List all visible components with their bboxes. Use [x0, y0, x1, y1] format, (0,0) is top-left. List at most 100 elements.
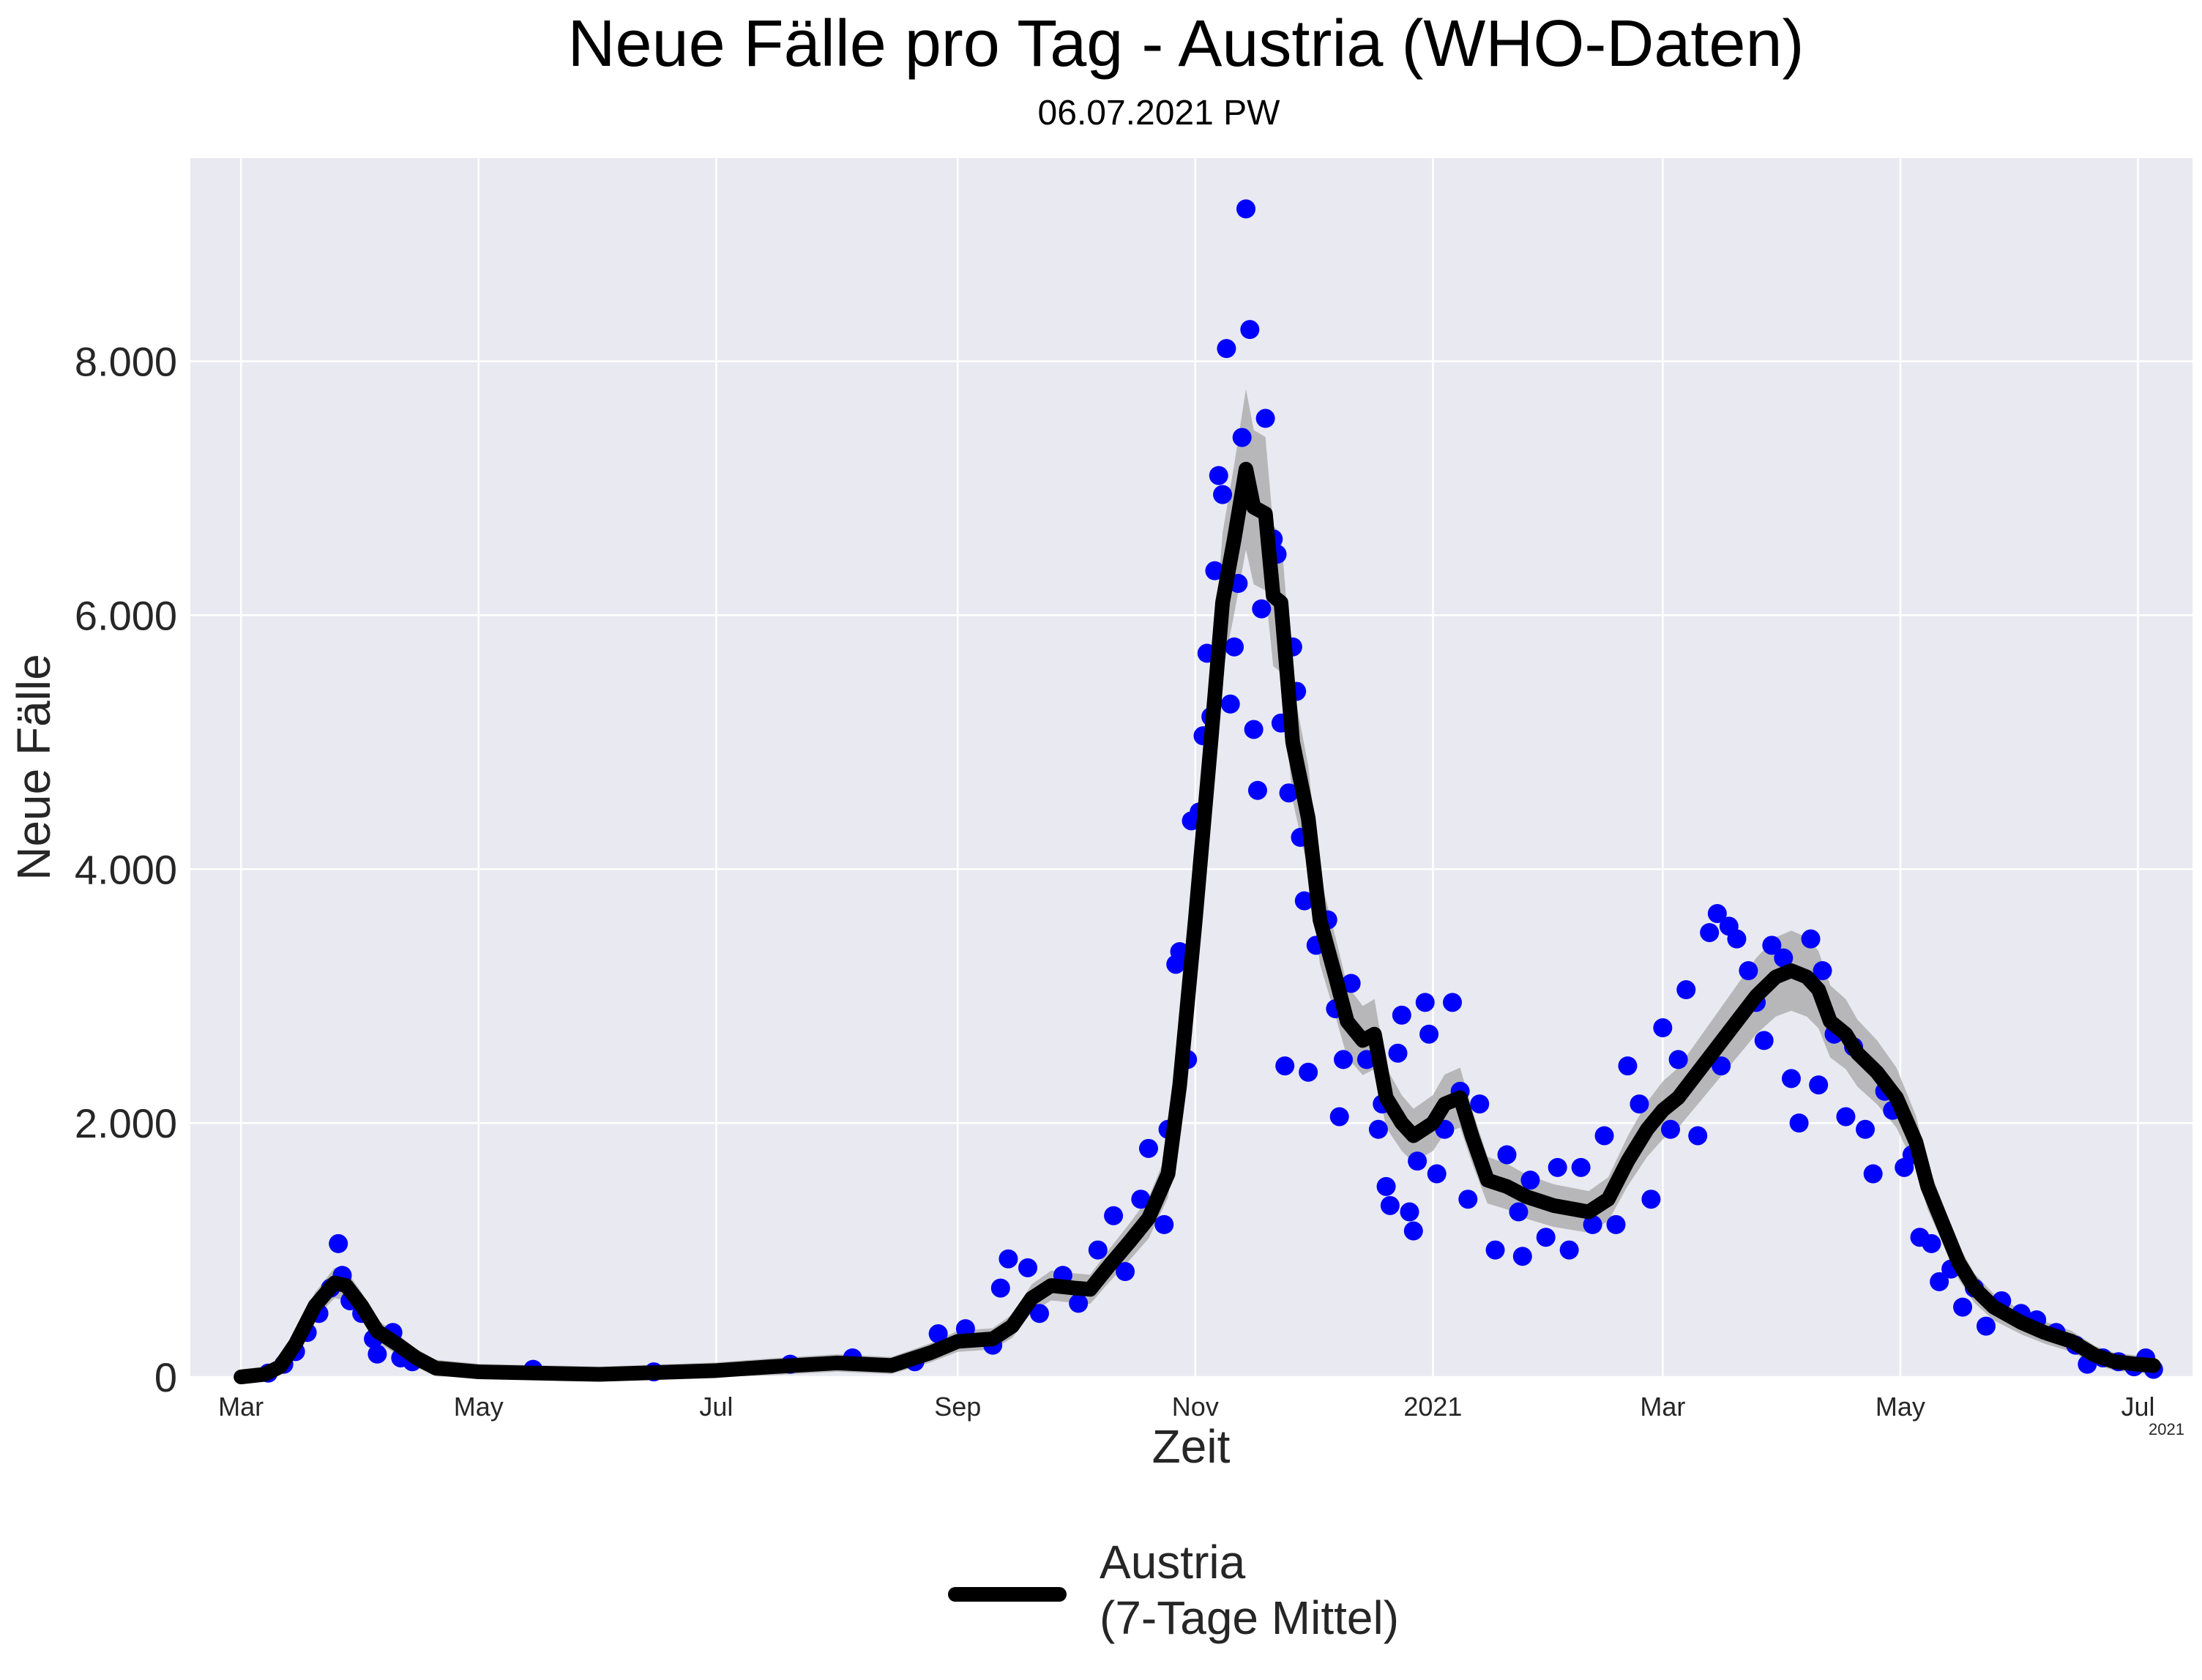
data-point — [1754, 1031, 1774, 1050]
data-point — [1244, 720, 1264, 739]
data-point — [1930, 1272, 1949, 1291]
chart-subtitle: 06.07.2021 PW — [1038, 94, 1281, 132]
data-point — [1594, 1126, 1614, 1146]
data-point — [1232, 428, 1252, 447]
x-offset-label: 2021 — [2149, 1420, 2184, 1438]
data-point — [1205, 561, 1225, 580]
data-point — [1676, 980, 1696, 1000]
x-tick-label: Nov — [1172, 1392, 1219, 1422]
data-point — [1571, 1157, 1591, 1177]
data-point — [1275, 1056, 1295, 1076]
data-point — [1520, 1171, 1540, 1190]
plot-area — [190, 158, 2192, 1377]
data-point — [1018, 1258, 1038, 1277]
x-tick-label: Mar — [218, 1392, 264, 1422]
data-point — [1606, 1214, 1626, 1234]
data-point — [1294, 891, 1314, 911]
data-point — [1707, 903, 1727, 923]
data-point — [1618, 1056, 1638, 1076]
data-point — [1341, 974, 1361, 993]
data-point — [1380, 1195, 1400, 1215]
y-tick-label: 4.000 — [75, 846, 177, 892]
data-point — [1509, 1202, 1529, 1222]
data-point — [1240, 320, 1260, 340]
data-point — [1789, 1113, 1809, 1133]
data-point — [1470, 1094, 1490, 1114]
data-point — [1069, 1293, 1089, 1313]
data-point — [1255, 408, 1275, 428]
data-point — [1727, 929, 1747, 949]
data-point — [1641, 1190, 1661, 1209]
data-point — [1739, 961, 1758, 980]
data-point — [1388, 1043, 1408, 1063]
data-point — [1415, 993, 1435, 1012]
data-point — [1781, 1069, 1801, 1089]
data-point — [1029, 1304, 1049, 1324]
x-tick-label: May — [454, 1392, 504, 1422]
y-axis-label: Neue Fälle — [7, 654, 60, 881]
data-point — [1774, 948, 1794, 968]
data-point — [1856, 1119, 1876, 1139]
data-point — [1170, 941, 1190, 961]
data-point — [1419, 1024, 1439, 1044]
data-point — [329, 1233, 348, 1253]
data-point — [1299, 1062, 1318, 1082]
data-point — [1088, 1240, 1108, 1260]
data-point — [1836, 1107, 1856, 1127]
x-tick-labels: Mar May Jul Sep Nov 2021 Mar May Jul — [218, 1392, 2154, 1422]
data-point — [1217, 339, 1236, 359]
data-point — [1225, 637, 1244, 657]
data-point — [1104, 1206, 1124, 1225]
data-point — [1236, 199, 1255, 219]
data-point — [1548, 1157, 1567, 1177]
x-tick-label: Jul — [2121, 1392, 2154, 1422]
data-point — [1400, 1202, 1419, 1222]
seven-day-average-line — [234, 461, 2161, 1384]
data-point — [1247, 780, 1267, 800]
x-axis-label: Zeit — [1152, 1420, 1231, 1473]
data-point — [1712, 1056, 1731, 1076]
data-point — [1408, 1151, 1427, 1171]
data-point — [1863, 1164, 1883, 1184]
x-tick-label: May — [1876, 1392, 1925, 1422]
data-point — [990, 1278, 1010, 1298]
data-point — [1668, 1050, 1688, 1069]
y-tick-label: 0 — [154, 1354, 177, 1400]
data-point — [1334, 1050, 1354, 1069]
data-point — [1813, 961, 1832, 980]
y-tick-label: 2.000 — [75, 1100, 177, 1146]
data-point — [1485, 1240, 1505, 1260]
data-point — [1630, 1094, 1649, 1114]
data-point — [1138, 1138, 1158, 1158]
data-point — [1660, 1119, 1680, 1139]
data-point — [1653, 1018, 1673, 1038]
y-tick-label: 8.000 — [75, 339, 177, 385]
data-point — [1329, 1107, 1349, 1127]
data-point — [1154, 1214, 1174, 1234]
data-point — [1252, 599, 1272, 619]
data-point — [1497, 1145, 1517, 1165]
data-point — [1922, 1233, 1941, 1253]
y-tick-labels: 0 2.000 4.000 6.000 8.000 — [75, 339, 177, 1401]
data-point — [1443, 993, 1463, 1012]
data-point — [1801, 929, 1821, 949]
y-tick-label: 6.000 — [75, 592, 177, 638]
data-point — [1368, 1119, 1388, 1139]
data-point — [1688, 1126, 1708, 1146]
data-point — [1392, 1005, 1411, 1025]
data-point — [1376, 1176, 1396, 1196]
legend-label: Austria (7-Tage Mittel) — [1100, 1536, 1399, 1644]
data-point — [1512, 1247, 1532, 1266]
data-point — [1700, 922, 1720, 942]
chart-title: Neue Fälle pro Tag - Austria (WHO-Daten) — [568, 7, 1804, 81]
data-point — [1536, 1228, 1556, 1247]
x-tick-label: 2021 — [1403, 1392, 1462, 1422]
data-point — [1209, 466, 1228, 485]
data-point — [1220, 694, 1240, 714]
x-tick-label: Mar — [1640, 1392, 1685, 1422]
data-point — [1809, 1075, 1829, 1095]
data-point — [1762, 936, 1782, 955]
x-tick-label: Sep — [934, 1392, 981, 1422]
data-point — [1953, 1297, 1973, 1317]
